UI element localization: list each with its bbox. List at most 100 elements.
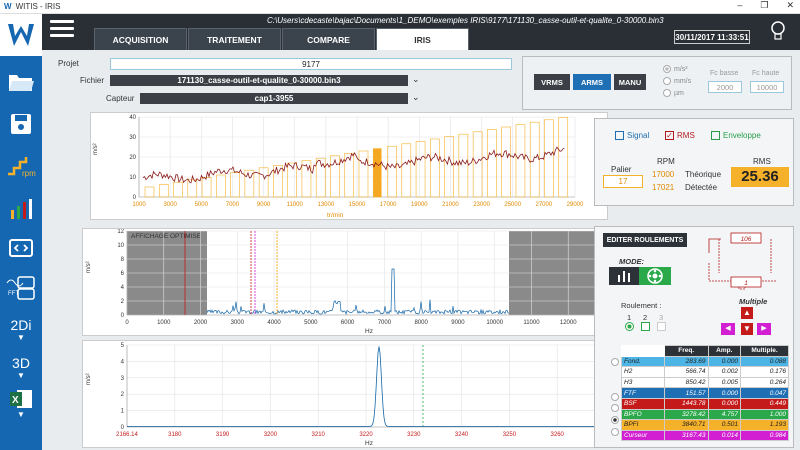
table-row[interactable]: H3 850.42 0.005 0.264	[621, 376, 789, 389]
row-select-radio[interactable]	[611, 404, 619, 413]
x-tick-label: 3250	[503, 432, 517, 438]
x-tick-label: 3230	[407, 432, 421, 438]
chevron-down-icon[interactable]: ⌄	[412, 74, 420, 84]
fichier-select[interactable]: 171130_casse-outil-et-qualite_0-30000.bi…	[110, 75, 408, 86]
vrms-button[interactable]: VRMS	[534, 74, 570, 90]
multiple-right-button[interactable]: ▶	[757, 323, 771, 335]
roulement-opt-2-label: 2	[643, 313, 648, 322]
y-tick-label: 4	[121, 285, 125, 291]
unit-ms2-radio[interactable]: m/s²	[663, 65, 688, 73]
sidebar-item-save[interactable]	[0, 104, 42, 144]
row-select-radio[interactable]	[611, 427, 619, 436]
x-tick-label: 7000	[226, 202, 240, 208]
close-icon[interactable]: ✕	[786, 0, 794, 10]
sidebar-item-open[interactable]	[0, 60, 42, 104]
roulement-check-3[interactable]	[657, 322, 666, 331]
table-cell-freq: 3278.42	[663, 408, 709, 421]
hamburger-menu-icon[interactable]	[50, 20, 74, 40]
arms-button[interactable]: ARMS	[573, 74, 611, 90]
table-cell-amp: 0.005	[707, 376, 742, 389]
tab-compare[interactable]: COMPARE	[282, 28, 375, 50]
mode-bars-button[interactable]	[609, 267, 639, 285]
projet-label: Projet	[58, 59, 79, 68]
tab-iris[interactable]: IRIS	[376, 28, 469, 50]
sidebar-item-excel[interactable]: X ▼	[0, 386, 42, 420]
file-path: C:\Users\cdecaste\bajac\Documents\1_DEMO…	[267, 16, 664, 25]
x-tick-label: 5000	[195, 202, 209, 208]
fc-basse-label: Fc basse	[710, 70, 739, 77]
sidebar-item-expand[interactable]	[0, 230, 42, 266]
enveloppe-checkbox[interactable]: Enveloppe	[711, 131, 761, 140]
rpm-step-bar	[501, 126, 511, 198]
signal-checkbox[interactable]: Signal	[615, 131, 649, 140]
lightbulb-icon[interactable]	[770, 20, 786, 44]
svg-text:FFT: FFT	[8, 291, 19, 297]
table-row[interactable]: BPFO 3278.42 4.757 1.000	[621, 408, 789, 421]
multiple-up-button[interactable]: ▲	[741, 307, 753, 319]
manu-button[interactable]: MANU	[614, 74, 646, 90]
unit-um-radio[interactable]: µm	[663, 89, 684, 97]
unit-mms-radio[interactable]: mm/s	[663, 77, 691, 85]
maximize-icon[interactable]: ❐	[760, 0, 769, 10]
folder-icon	[9, 75, 34, 91]
edit-bearings-button[interactable]: EDITER ROULEMENTS	[603, 233, 687, 247]
roulement-check-2[interactable]	[641, 322, 650, 331]
capteur-select[interactable]: cap1-3955	[140, 93, 408, 104]
x-tick-label: 23000	[473, 202, 490, 208]
sidebar-item-rpm[interactable]: rpm	[0, 144, 42, 188]
sidebar-item-fft[interactable]: FFT	[0, 266, 42, 310]
table-row[interactable]: BSF 1443.78 0.000 0.449	[621, 397, 789, 410]
sidebar-item-3d[interactable]: 3D ▼	[0, 348, 42, 386]
table-row[interactable]: BPFI 3840.71 0.501 1.193	[621, 419, 789, 431]
table-cell-mult: 0.264	[740, 376, 789, 389]
rpm-step-bar	[173, 181, 183, 198]
capteur-label: Capteur	[106, 94, 135, 103]
fc-basse-field[interactable]: 2000	[708, 81, 742, 93]
tab-traitement[interactable]: TRAITEMENT	[188, 28, 281, 50]
table-cell-amp: 0.000	[707, 355, 742, 368]
table-row[interactable]: Fond. 283.69 0.000 0.088	[621, 355, 789, 368]
y-tick-label: 10	[129, 175, 136, 181]
c1-xlabel: tr/min	[327, 212, 344, 219]
rms-rpm-plot[interactable]: 40 30 20 10 0 1000 3000 5000 7000 9000 11000 13000…	[91, 113, 607, 219]
fc-haute-field[interactable]: 10000	[750, 81, 784, 93]
projet-field[interactable]: 9177	[110, 58, 512, 70]
table-cell-name: BSF	[621, 397, 665, 410]
minimize-icon[interactable]: –	[737, 0, 743, 10]
y-tick-label: 0	[121, 425, 125, 431]
spectrum-chart[interactable]: AFFICHAGE OPTIMISE 12 10 8 6 4 2 0 0 1000 2000 30…	[82, 228, 617, 336]
multiple-down-button[interactable]: ▼	[741, 323, 753, 335]
tab-acquisition[interactable]: ACQUISITION	[94, 28, 187, 50]
arrow-down-icon: ▼	[743, 324, 751, 333]
row-select-radio[interactable]	[611, 358, 619, 366]
mode-bearing-button[interactable]	[639, 267, 671, 285]
y-tick-label: 0	[133, 195, 137, 201]
excel-icon: X	[10, 389, 32, 408]
table-row[interactable]: Curseur 3167.43 0.014 0.984	[621, 429, 789, 442]
row-select-radio[interactable]	[611, 392, 619, 401]
rms-rpm-chart[interactable]: 40 30 20 10 0 1000 3000 5000 7000 9000 11000 13000…	[90, 112, 608, 220]
sidebar-item-bars[interactable]	[0, 188, 42, 230]
table-row[interactable]: H2 566.74 0.002 0.176	[621, 366, 789, 378]
bar-levels-icon	[11, 199, 32, 219]
x-tick-label: 8000	[414, 320, 428, 326]
y-tick-label: 40	[129, 115, 136, 121]
x-tick-label: 9000	[451, 320, 465, 326]
chevron-down-icon[interactable]: ⌄	[412, 92, 420, 102]
table-row[interactable]: FTF 151.57 0.000 0.047	[621, 387, 789, 399]
x-tick-label: 5000	[304, 320, 318, 326]
table-cell-mult: 0.088	[740, 355, 789, 368]
sidebar-item-2di[interactable]: 2Di ▼	[0, 310, 42, 348]
roulement-radio-1[interactable]	[625, 322, 634, 331]
rpm-step-bar	[273, 165, 283, 198]
y-tick-label: 5	[121, 343, 125, 349]
palier-field[interactable]: 17	[603, 175, 643, 188]
table-cell-freq: 283.69	[663, 355, 709, 368]
row-select-radio[interactable]	[611, 416, 619, 424]
rms-checkbox[interactable]: ✓ RMS	[665, 131, 695, 140]
roulement-opt-3-label: 3	[659, 313, 664, 322]
multiple-left-button[interactable]: ◀	[721, 323, 735, 335]
spectrum-plot[interactable]: AFFICHAGE OPTIMISE 12 10 8 6 4 2 0 0 1000 2000 30…	[83, 229, 617, 335]
